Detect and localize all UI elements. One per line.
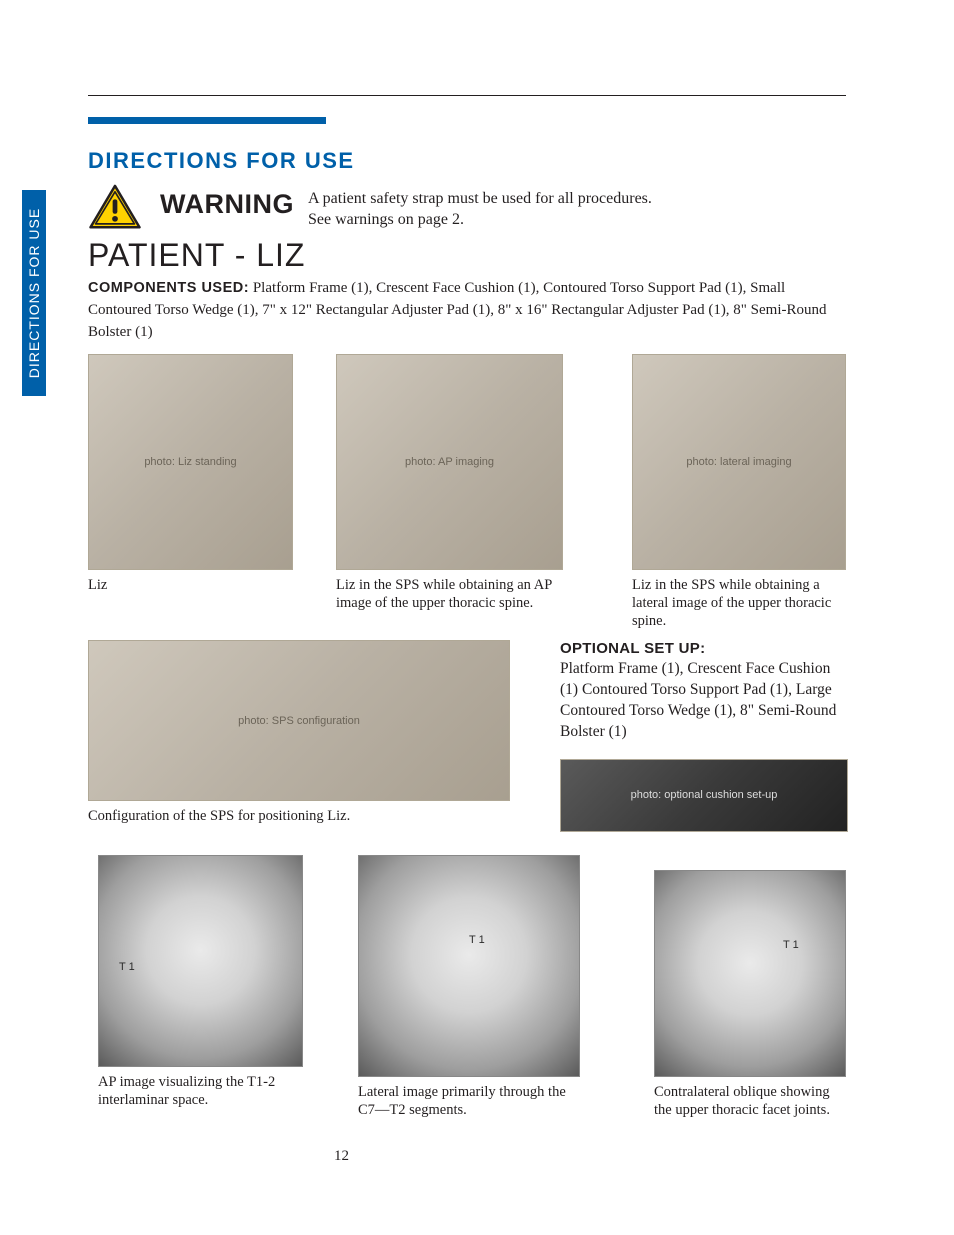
figure-xray-lateral-image: T 1 bbox=[358, 855, 580, 1077]
warning-text: A patient safety strap must be used for … bbox=[308, 189, 652, 231]
figure-liz-caption: Liz bbox=[88, 576, 293, 594]
figure-sps-config-image: photo: SPS configuration bbox=[88, 640, 510, 801]
figure-xray-lateral: T 1 Lateral image primarily through the … bbox=[358, 855, 580, 1119]
figure-xray-oblique: T 1 Contralateral oblique showing the up… bbox=[654, 870, 846, 1119]
components-label: COMPONENTS USED: bbox=[88, 280, 249, 296]
warning-label: WARNING bbox=[160, 189, 294, 220]
xray-oblique-label: T 1 bbox=[783, 939, 799, 951]
figure-sps-config-caption: Configuration of the SPS for positioning… bbox=[88, 807, 510, 825]
page-number: 12 bbox=[334, 1148, 349, 1165]
figure-optional-image: photo: optional cushion set-up bbox=[560, 759, 848, 832]
side-tab: DIRECTIONS FOR USE bbox=[22, 190, 46, 396]
figure-lateral-image: photo: lateral imaging bbox=[632, 354, 846, 570]
warning-line1: A patient safety strap must be used for … bbox=[308, 190, 652, 207]
figure-xray-oblique-image: T 1 bbox=[654, 870, 846, 1077]
figure-liz: photo: Liz standing Liz bbox=[88, 354, 293, 594]
optional-setup-body: Platform Frame (1), Crescent Face Cushio… bbox=[560, 659, 850, 743]
figure-lateral-imaging: photo: lateral imaging Liz in the SPS wh… bbox=[632, 354, 846, 630]
figure-xray-ap: T 1 AP image visualizing the T1-2 interl… bbox=[98, 855, 303, 1109]
xray-lateral-label: T 1 bbox=[469, 934, 485, 946]
section-title: DIRECTIONS FOR USE bbox=[88, 148, 355, 174]
accent-bar bbox=[88, 117, 326, 124]
warning-icon bbox=[88, 183, 142, 231]
figure-ap-caption: Liz in the SPS while obtaining an AP ima… bbox=[336, 576, 563, 612]
figure-xray-lateral-caption: Lateral image primarily through the C7—T… bbox=[358, 1083, 580, 1119]
figure-ap-image: photo: AP imaging bbox=[336, 354, 563, 570]
figure-xray-ap-image: T 1 bbox=[98, 855, 303, 1067]
patient-title: PATIENT - LIZ bbox=[88, 237, 305, 274]
side-tab-label: DIRECTIONS FOR USE bbox=[26, 208, 42, 378]
figure-xray-oblique-caption: Contralateral oblique showing the upper … bbox=[654, 1083, 846, 1119]
components-used: COMPONENTS USED: Platform Frame (1), Cre… bbox=[88, 278, 846, 343]
xray-ap-label: T 1 bbox=[119, 961, 135, 973]
figure-ap-imaging: photo: AP imaging Liz in the SPS while o… bbox=[336, 354, 563, 612]
top-rule bbox=[88, 95, 846, 96]
warning-line2: See warnings on page 2. bbox=[308, 211, 464, 228]
figure-lateral-caption: Liz in the SPS while obtaining a lateral… bbox=[632, 576, 846, 630]
optional-setup-heading: OPTIONAL SET UP: bbox=[560, 640, 850, 657]
optional-setup: OPTIONAL SET UP: Platform Frame (1), Cre… bbox=[560, 640, 850, 832]
figure-xray-ap-caption: AP image visualizing the T1-2 interlamin… bbox=[98, 1073, 303, 1109]
figure-sps-config: photo: SPS configuration Configuration o… bbox=[88, 640, 510, 825]
figure-liz-image: photo: Liz standing bbox=[88, 354, 293, 570]
